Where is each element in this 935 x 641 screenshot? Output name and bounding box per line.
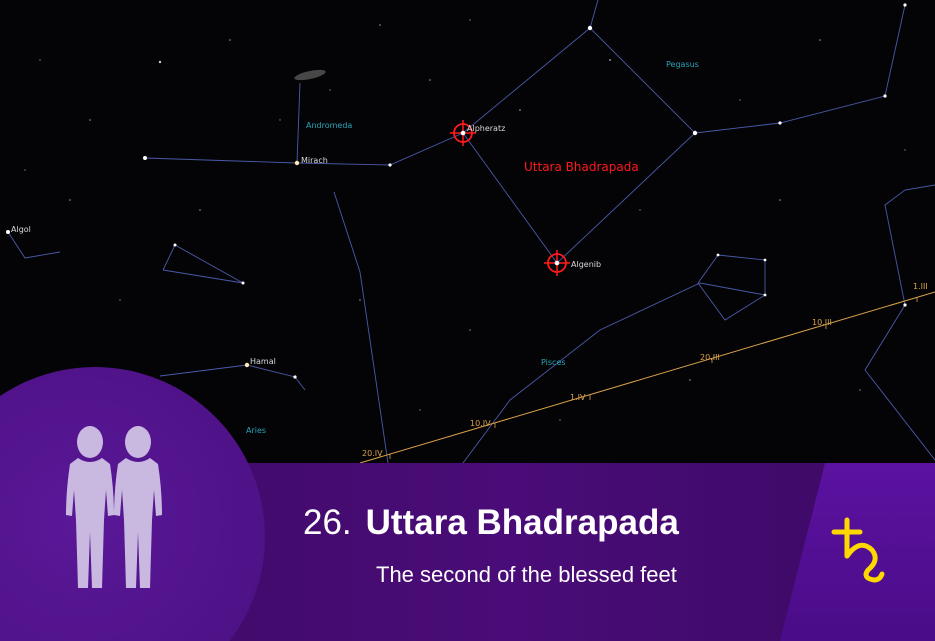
ecliptic-mark-10-iii: 10.III <box>812 318 832 327</box>
star-label-algenib: Algenib <box>571 260 601 269</box>
constellation-label-aries: Aries <box>246 426 266 435</box>
background-stars <box>24 19 906 421</box>
ecliptic-line <box>359 291 935 464</box>
ecliptic-mark-10-iv: 10.IV <box>470 419 491 428</box>
constellation-label-andromeda: Andromeda <box>306 121 352 130</box>
ecliptic-mark-20-iv: 20.IV <box>362 449 383 458</box>
star-label-hamal: Hamal <box>250 357 276 366</box>
saturn-symbol-icon <box>831 517 885 583</box>
named-stars <box>6 3 907 379</box>
nakshatra-name: Uttara Bhadrapada <box>365 503 679 542</box>
nakshatra-number: 26. <box>303 503 352 542</box>
twins-figures-icon <box>66 426 162 588</box>
ecliptic-mark-1-iii: 1.III <box>913 282 928 291</box>
algenib-marker <box>544 250 570 276</box>
star-labels: Alpheratz Mirach Algol Algenib Hamal <box>11 124 601 366</box>
constellation-labels: Pegasus Andromeda Pisces Aries <box>246 60 699 435</box>
title-row: 26. Uttara Bhadrapada <box>303 503 679 543</box>
constellation-label-pisces: Pisces <box>541 358 566 367</box>
ecliptic-mark-20-iii: 20.III <box>700 353 720 362</box>
ecliptic-labels: 20.IV 10.IV 1.IV 20.III 10.III 1.III <box>362 282 928 458</box>
constellation-label-pegasus: Pegasus <box>666 60 699 69</box>
ecliptic-mark-1-iv: 1.IV <box>570 393 586 402</box>
star-label-mirach: Mirach <box>301 156 328 165</box>
nakshatra-subtitle: The second of the blessed feet <box>376 562 677 587</box>
andromeda-galaxy <box>294 69 326 81</box>
nakshatra-sky-label: Uttara Bhadrapada <box>524 160 639 174</box>
star-label-algol: Algol <box>11 225 31 234</box>
constellation-lines <box>7 0 935 464</box>
alpheratz-marker <box>450 120 476 146</box>
star-label-alpheratz: Alpheratz <box>467 124 505 133</box>
